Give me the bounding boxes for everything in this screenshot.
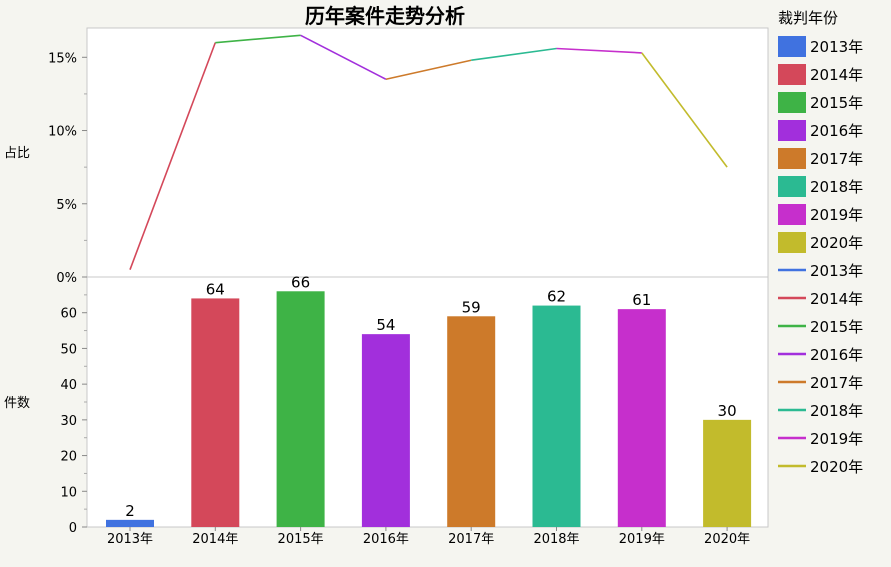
legend-label: 2020年 [810, 234, 863, 252]
legend-label: 2013年 [810, 262, 863, 280]
chart-title: 历年案件走势分析 [305, 4, 465, 28]
x-tick-label: 2018年 [533, 532, 579, 547]
line-y-tick-label: 15% [48, 51, 77, 66]
bar-y-tick-label: 20 [60, 450, 77, 465]
bar-y-tick-label: 0 [69, 521, 77, 536]
plot-area-line [86, 27, 769, 278]
legend-swatch-bar [778, 120, 806, 141]
x-tick-label: 2017年 [448, 532, 494, 547]
legend-swatch-bar [778, 64, 806, 85]
legend-label: 2018年 [810, 402, 863, 420]
plot-area-bar [86, 276, 769, 528]
legend-swatch-bar [778, 232, 806, 253]
x-tick-label: 2020年 [704, 532, 750, 547]
legend-label: 2014年 [810, 290, 863, 308]
bar-2020年 [703, 419, 752, 527]
bar-y-axis-label: 件数 [4, 396, 30, 411]
line-y-tick-label: 5% [56, 198, 77, 213]
bar-data-label: 62 [547, 288, 566, 306]
line-segment-2018年 [471, 47, 557, 62]
legend-swatch-bar [778, 36, 806, 57]
bar-y-tick-label: 50 [60, 342, 77, 357]
bar-y-tick-label: 60 [60, 307, 77, 322]
legend-label: 2019年 [810, 430, 863, 448]
bar-2013年 [106, 519, 154, 527]
line-segment-2016年 [300, 34, 387, 80]
legend-swatch-bar [778, 176, 806, 197]
legend-label: 2018年 [810, 178, 863, 196]
legend-label: 2015年 [810, 318, 863, 336]
line-segment-2014年 [129, 42, 217, 270]
line-series [129, 34, 728, 270]
bar-y-tick-label: 30 [60, 414, 77, 429]
bar-2015年 [276, 291, 325, 527]
line-segment-2019年 [556, 47, 642, 54]
bar-data-label: 54 [376, 316, 395, 334]
x-tick-label: 2016年 [363, 532, 409, 547]
legend-label: 2020年 [810, 458, 863, 476]
legend-title: 裁判年份 [778, 9, 838, 27]
legend-label: 2019年 [810, 206, 863, 224]
line-y-ticks: 0% 5% 10% 15% [48, 51, 87, 286]
legend-swatch-bar [778, 204, 806, 225]
bar-data-label: 30 [718, 402, 737, 420]
x-tick-label: 2019年 [619, 532, 665, 547]
bars [106, 291, 752, 527]
legend-label: 2013年 [810, 38, 863, 56]
legend-label: 2017年 [810, 150, 863, 168]
line-y-tick-label: 10% [48, 125, 77, 140]
legend-label: 2017年 [810, 374, 863, 392]
x-tick-label: 2015年 [278, 532, 324, 547]
bar-data-label: 59 [462, 298, 481, 316]
bar-y-tick-label: 10 [60, 485, 77, 500]
bar-2016年 [361, 334, 410, 527]
bar-2017年 [447, 316, 496, 527]
legend-label: 2015年 [810, 94, 863, 112]
line-segment-2017年 [385, 59, 472, 81]
bar-data-label: 2 [125, 502, 135, 520]
bar-data-labels: 2 64 66 54 59 62 61 30 [125, 273, 736, 520]
x-tick-label: 2014年 [192, 532, 238, 547]
x-tick-label: 2013年 [107, 532, 153, 547]
bar-y-tick-label: 40 [60, 378, 77, 393]
line-y-tick-label: 0% [56, 271, 77, 286]
bar-2018年 [532, 305, 581, 527]
legend-label: 2016年 [810, 346, 863, 364]
bar-y-ticks: 0 10 20 30 40 50 60 [60, 294, 87, 536]
bar-2019年 [617, 309, 666, 527]
legend-label: 2016年 [810, 122, 863, 140]
legend-label: 2014年 [810, 66, 863, 84]
bar-data-label: 61 [632, 291, 651, 309]
legend: 2013年 2014年 2015年 2016年 2017年 2018年 2019年 2020年… [778, 36, 863, 476]
bar-2014年 [191, 298, 240, 527]
line-segment-2015年 [215, 34, 301, 44]
bar-data-label: 64 [206, 280, 225, 298]
line-y-axis-label: 占比 [4, 146, 30, 161]
line-segment-2020年 [641, 52, 728, 168]
legend-swatch-bar [778, 148, 806, 169]
bar-data-label: 66 [291, 273, 310, 291]
x-ticks: 2013年 2014年 2015年 2016年 2017年 2018年 2019年 2020年 [107, 527, 750, 547]
legend-swatch-bar [778, 92, 806, 113]
